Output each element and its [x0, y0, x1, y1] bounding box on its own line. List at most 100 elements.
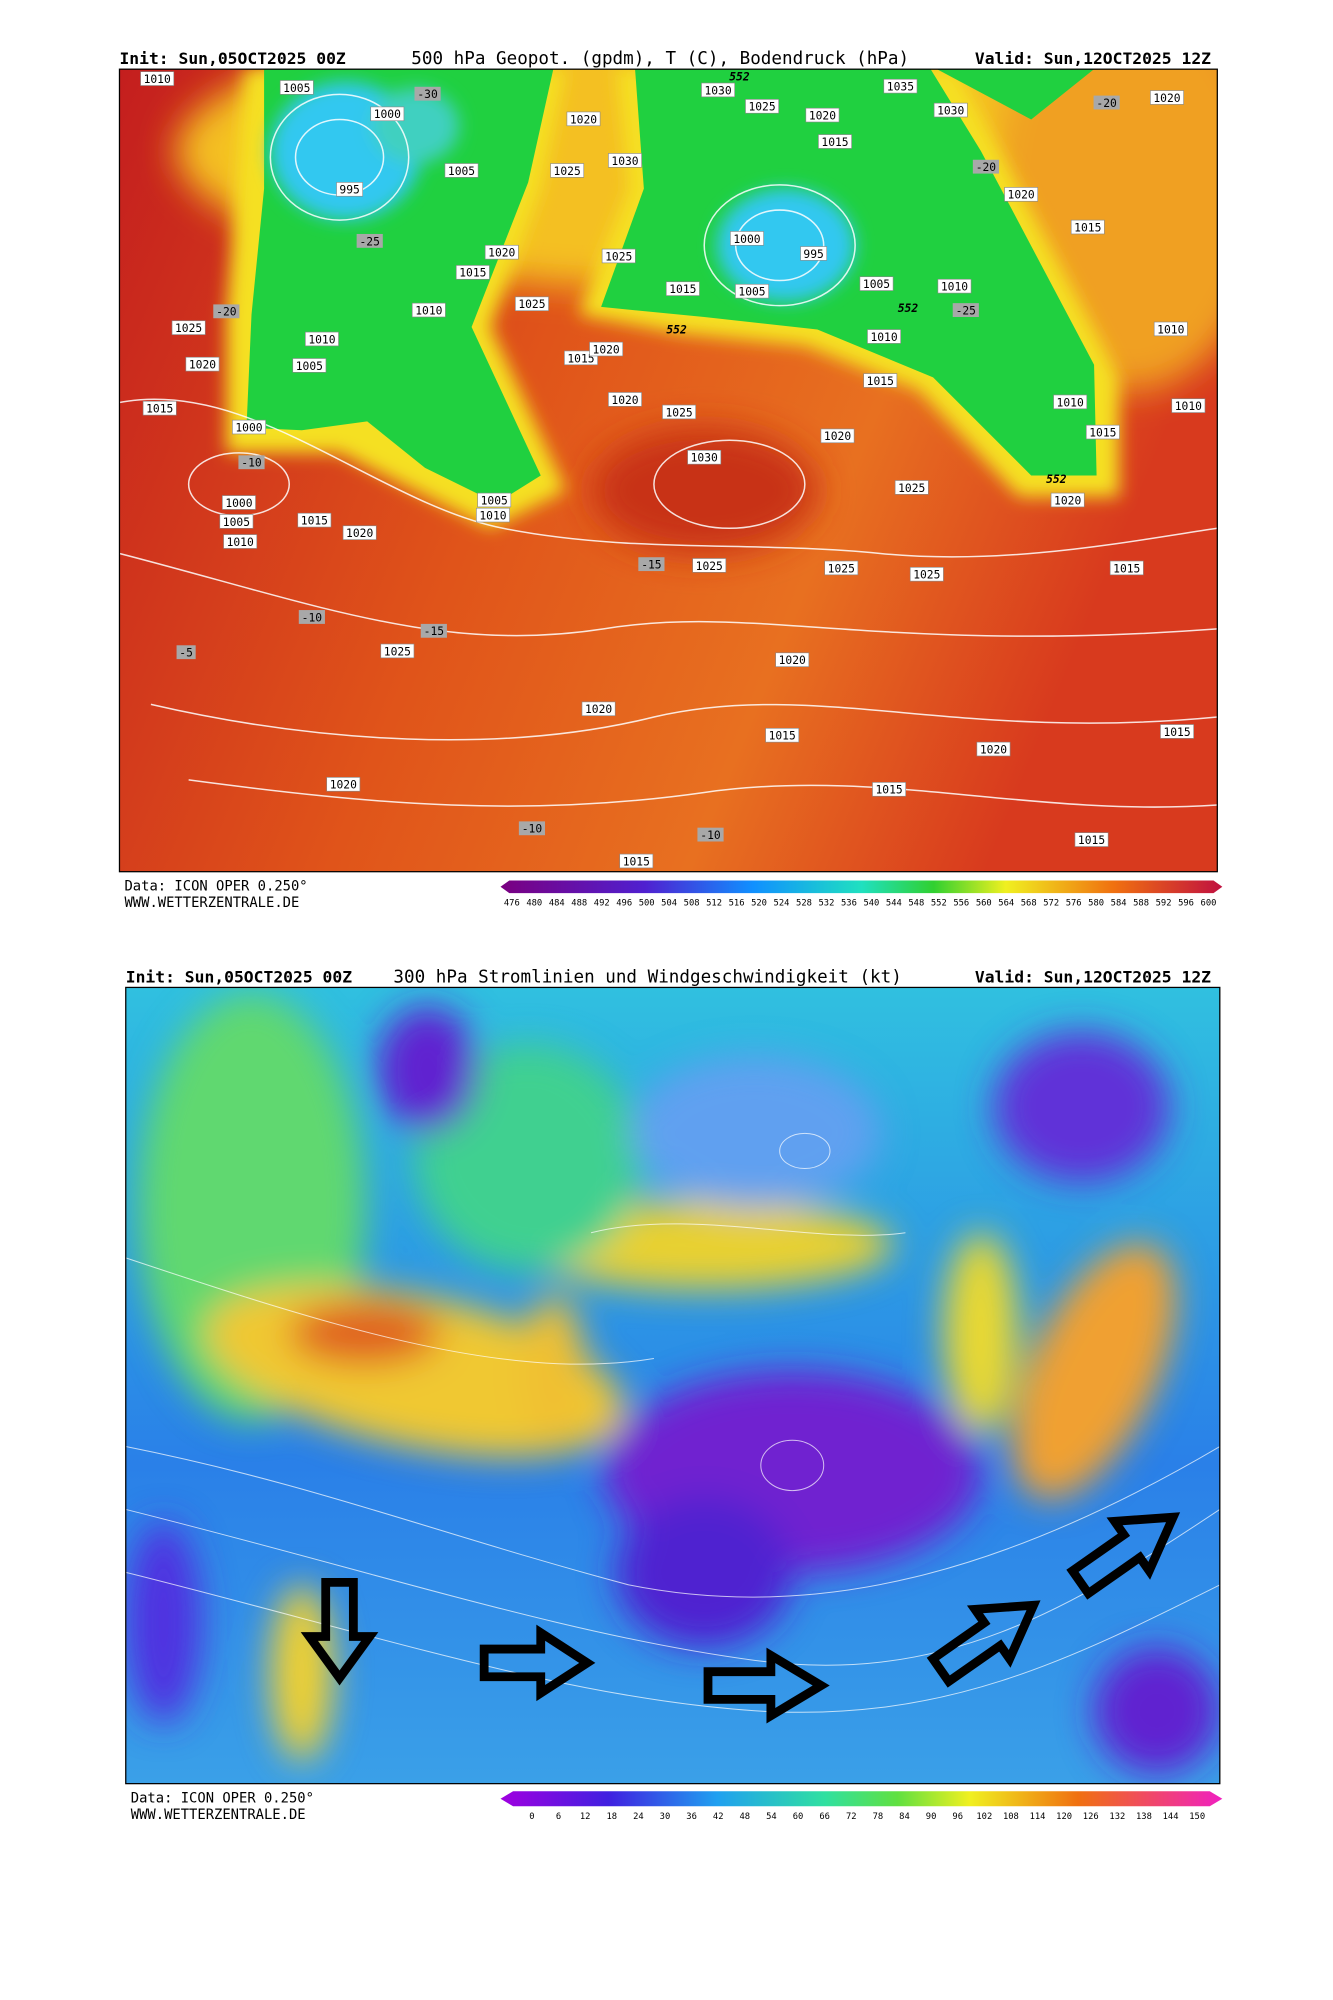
scale-label: 42 — [713, 1812, 724, 1822]
pressure-label: 1015 — [1113, 562, 1140, 575]
map-labels: 1010 1005 1000 995 1005 1020 1025 1030 1030 1025 1… — [140, 71, 1206, 868]
label-box — [298, 610, 325, 624]
map-title: 300 hPa Stromlinien und Windgeschwindigk… — [393, 967, 901, 987]
pressure-label: 1000 — [235, 421, 262, 434]
data-source: Data: ICON OPER 0.250° — [131, 1791, 314, 1807]
scale-label: 78 — [873, 1812, 884, 1822]
scale-label: 496 — [616, 899, 632, 909]
label-box — [518, 821, 546, 836]
label-box — [1093, 95, 1120, 110]
label-box — [589, 341, 624, 357]
label-box — [1053, 394, 1088, 410]
scale-label: 36 — [686, 1812, 697, 1822]
pressure-label: 1010 — [308, 333, 335, 346]
pressure-label: 1015 — [1078, 834, 1105, 847]
scale-label: 512 — [706, 899, 722, 909]
pressure-label: 1020 — [611, 394, 638, 407]
color-bar — [500, 880, 1223, 894]
scale-label: 66 — [819, 1812, 830, 1822]
temperature-label: -15 — [424, 625, 444, 638]
label-box — [687, 450, 722, 465]
label-box — [805, 107, 840, 123]
label-box — [581, 701, 616, 717]
pressure-label: 1020 — [189, 359, 216, 372]
pressure-label: 1025 — [913, 569, 940, 582]
pressure-label: 1030 — [704, 84, 731, 97]
map-title: 500 hPa Geopot. (gpdm), T (C), Bodendruc… — [411, 49, 909, 69]
temperature-label: -10 — [302, 611, 323, 624]
label-box — [1050, 492, 1085, 508]
label-box — [933, 102, 968, 118]
pressure-label: 1015 — [875, 784, 902, 797]
scale-label: 0 — [529, 1812, 534, 1822]
pressure-label: 552 — [666, 323, 687, 336]
pressure-label: 1015 — [1074, 221, 1101, 234]
scale-label: 114 — [1030, 1812, 1046, 1822]
pressure-label: 1005 — [863, 278, 890, 291]
scale-label: 132 — [1109, 1812, 1125, 1822]
pressure-label: 1025 — [898, 482, 925, 495]
scale-label: 560 — [976, 899, 992, 909]
pressure-label: 1025 — [605, 250, 632, 263]
scale-label: 480 — [526, 899, 542, 909]
pressure-label: 1010 — [227, 536, 254, 549]
label-box — [1171, 398, 1206, 413]
label-box — [1004, 187, 1039, 202]
label-box — [697, 827, 724, 842]
label-box — [444, 163, 479, 178]
pressure-label: 1025 — [665, 406, 692, 419]
arrow — [926, 1600, 1041, 1688]
label-box — [326, 777, 361, 792]
scale-label: 544 — [886, 899, 902, 909]
scale-label: 500 — [639, 899, 655, 909]
pressure-label: 1005 — [283, 82, 310, 95]
label-box — [232, 419, 266, 435]
pressure-label: 1015 — [669, 283, 696, 296]
label-box — [142, 400, 177, 416]
scale-label: 6 — [556, 1812, 561, 1822]
init-time: Init: Sun,05OCT2025 00Z — [119, 49, 345, 68]
label-box — [342, 525, 377, 540]
label-box — [867, 329, 901, 344]
pressure-label: 1030 — [937, 104, 964, 117]
scale-label: 126 — [1083, 1812, 1099, 1822]
temperature-label: -20 — [1096, 97, 1117, 110]
pressure-label: 1015 — [867, 375, 894, 388]
pressure-label: 995 — [339, 184, 359, 197]
scale-label: 556 — [953, 899, 969, 909]
pressure-label: 1020 — [488, 247, 515, 260]
pressure-label: 1015 — [1089, 426, 1116, 439]
color-bar — [500, 1791, 1223, 1807]
pressure-label: 1005 — [481, 494, 508, 507]
pressure-label: 1020 — [824, 430, 851, 443]
scale-label: 532 — [819, 899, 835, 909]
map-300hpa — [125, 987, 1220, 1784]
scale-label: 548 — [908, 899, 924, 909]
valid-time: Valid: Sun,12OCT2025 12Z — [975, 49, 1211, 68]
scale-label: 30 — [660, 1812, 671, 1822]
pressure-label: 552 — [729, 71, 750, 84]
label-box — [859, 276, 894, 291]
site: WWW.WETTERZENTRALE.DE — [131, 1807, 306, 1823]
map-frame — [118, 68, 1218, 873]
label-box — [1070, 219, 1105, 235]
scale-label: 138 — [1136, 1812, 1152, 1822]
pressure-label: 1020 — [980, 743, 1007, 756]
pressure-label: 1020 — [1153, 92, 1180, 105]
pressure-label: 1020 — [779, 654, 806, 667]
pressure-label: 1010 — [870, 331, 897, 344]
scale-label: 54 — [766, 1812, 777, 1822]
scale-label: 120 — [1056, 1812, 1072, 1822]
label-box — [279, 80, 314, 95]
label-box — [356, 233, 383, 248]
label-box — [894, 480, 929, 495]
label-box — [735, 283, 769, 299]
pressure-label: 1005 — [296, 360, 323, 373]
pressure-label: 1020 — [570, 113, 597, 126]
scale-label: 48 — [740, 1812, 751, 1822]
temperature-label: -25 — [360, 235, 380, 248]
label-box — [608, 392, 642, 407]
label-box — [297, 512, 332, 528]
pressure-label: 552 — [1046, 473, 1067, 486]
